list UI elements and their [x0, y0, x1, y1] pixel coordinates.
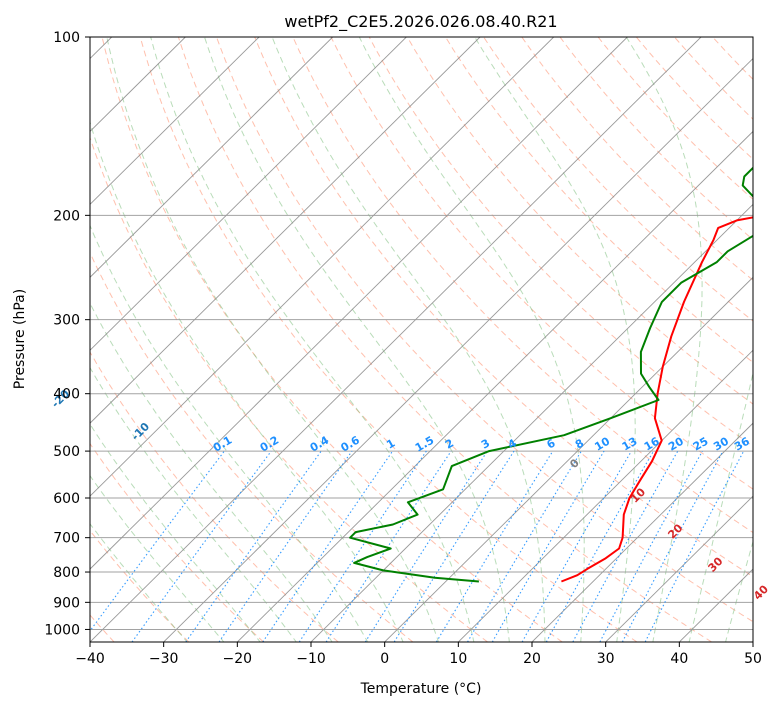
mixing-ratio-line [90, 450, 225, 632]
dry-adiabat-line [445, 37, 753, 363]
x-tick-label: 10 [449, 651, 467, 667]
y-axis-label: Pressure (hPa) [12, 289, 28, 389]
x-tick-label: 30 [597, 651, 615, 667]
dry-adiabat-line [216, 37, 753, 623]
dry-adiabat-line [90, 251, 414, 642]
mixing-ratio-line [364, 450, 488, 642]
y-tick-label: 400 [53, 387, 80, 403]
isotherm-line [90, 37, 260, 206]
moist-adiabat-line [358, 37, 585, 642]
moist-adiabat-line [150, 37, 475, 642]
dry-adiabat-line [139, 37, 638, 642]
mixing-ratio-line [218, 450, 353, 642]
temperature-line [561, 216, 753, 583]
y-tick-label: 900 [53, 595, 80, 611]
moist-adiabat-line [90, 423, 261, 642]
mixing-ratio-line [262, 450, 394, 642]
isotherm-line [163, 57, 753, 642]
dry-adiabat-line [177, 37, 712, 642]
x-tick-label: −30 [149, 651, 179, 667]
moist-adiabat-line [90, 120, 404, 642]
mixing-ratio-line [545, 450, 654, 642]
moist-adiabat-line [725, 540, 753, 642]
moist-adiabat-line [90, 302, 333, 642]
isotherm-line [458, 349, 753, 642]
dry-adiabat-line [254, 37, 753, 578]
isotherm-line [90, 37, 702, 642]
y-tick-label: 800 [53, 565, 80, 581]
isotherm-line [90, 37, 407, 351]
moist-adiabat-line [688, 370, 753, 642]
moist-adiabat-line [90, 366, 297, 642]
mixing-ratio-line [435, 450, 554, 642]
mixing-ratio-line [185, 450, 322, 642]
x-tick-label: −40 [75, 651, 105, 667]
chart-title: wetPf2_C2E5.2026.026.08.40.R21 [284, 12, 557, 32]
isotherm-line [384, 276, 753, 642]
y-tick-label: 500 [53, 444, 80, 460]
x-tick-label: 20 [523, 651, 541, 667]
moist-adiabat-line [90, 522, 188, 642]
axes: −40 −30 −20 −10 0 10 20 30 40 50 100 200 300 400 500 60… [44, 30, 762, 667]
mixing-ratio-line [298, 450, 427, 642]
mixing-ratio-line [131, 450, 272, 642]
dry-adiabat-line [90, 442, 264, 642]
background-lines [90, 37, 753, 642]
series-group [349, 166, 753, 583]
moist-adiabat-line [106, 37, 440, 642]
x-tick-label: −20 [223, 651, 253, 667]
isotherm-line [310, 203, 753, 642]
x-tick-label: −10 [296, 651, 326, 667]
y-tick-label: 300 [53, 313, 80, 329]
isotherm-line [90, 37, 481, 424]
dry-adiabat-line [406, 37, 753, 405]
mixing-ratio-line [325, 450, 452, 642]
moist-adiabat-line [90, 474, 225, 642]
isotherm-line [237, 130, 753, 642]
isotherm-line [605, 495, 753, 642]
isotherm-line [90, 37, 334, 278]
mixing-ratio-line [599, 450, 703, 642]
plot-frame [89, 36, 754, 643]
moist-adiabat-line [90, 224, 369, 642]
y-tick-label: 200 [53, 208, 80, 224]
y-tick-label: 700 [53, 531, 80, 547]
y-tick-label: 600 [53, 491, 80, 507]
x-tick-label: 0 [380, 651, 389, 667]
moist-adiabat-line [474, 37, 636, 642]
moist-adiabat-line [625, 37, 703, 642]
dry-adiabat-line [330, 37, 753, 490]
moist-adiabat-line [204, 37, 510, 642]
isotherm-line [90, 37, 628, 570]
y-tick-label: 100 [53, 30, 80, 46]
y-tick-label: 1000 [44, 622, 80, 638]
x-tick-label: 50 [744, 651, 762, 667]
moist-adiabat-line [271, 37, 546, 642]
dry-adiabat-line [90, 351, 339, 642]
dry-adiabat-line [101, 37, 563, 642]
isotherm-line [90, 37, 555, 497]
x-axis-label: Temperature (°C) [360, 681, 482, 697]
mixing-ratio-line [572, 450, 679, 642]
isotherm-line [531, 422, 753, 642]
x-tick-label: 40 [670, 651, 688, 667]
dry-adiabat-line [368, 37, 753, 447]
dry-adiabat-line [90, 135, 488, 642]
dewpoint-line [349, 166, 753, 583]
